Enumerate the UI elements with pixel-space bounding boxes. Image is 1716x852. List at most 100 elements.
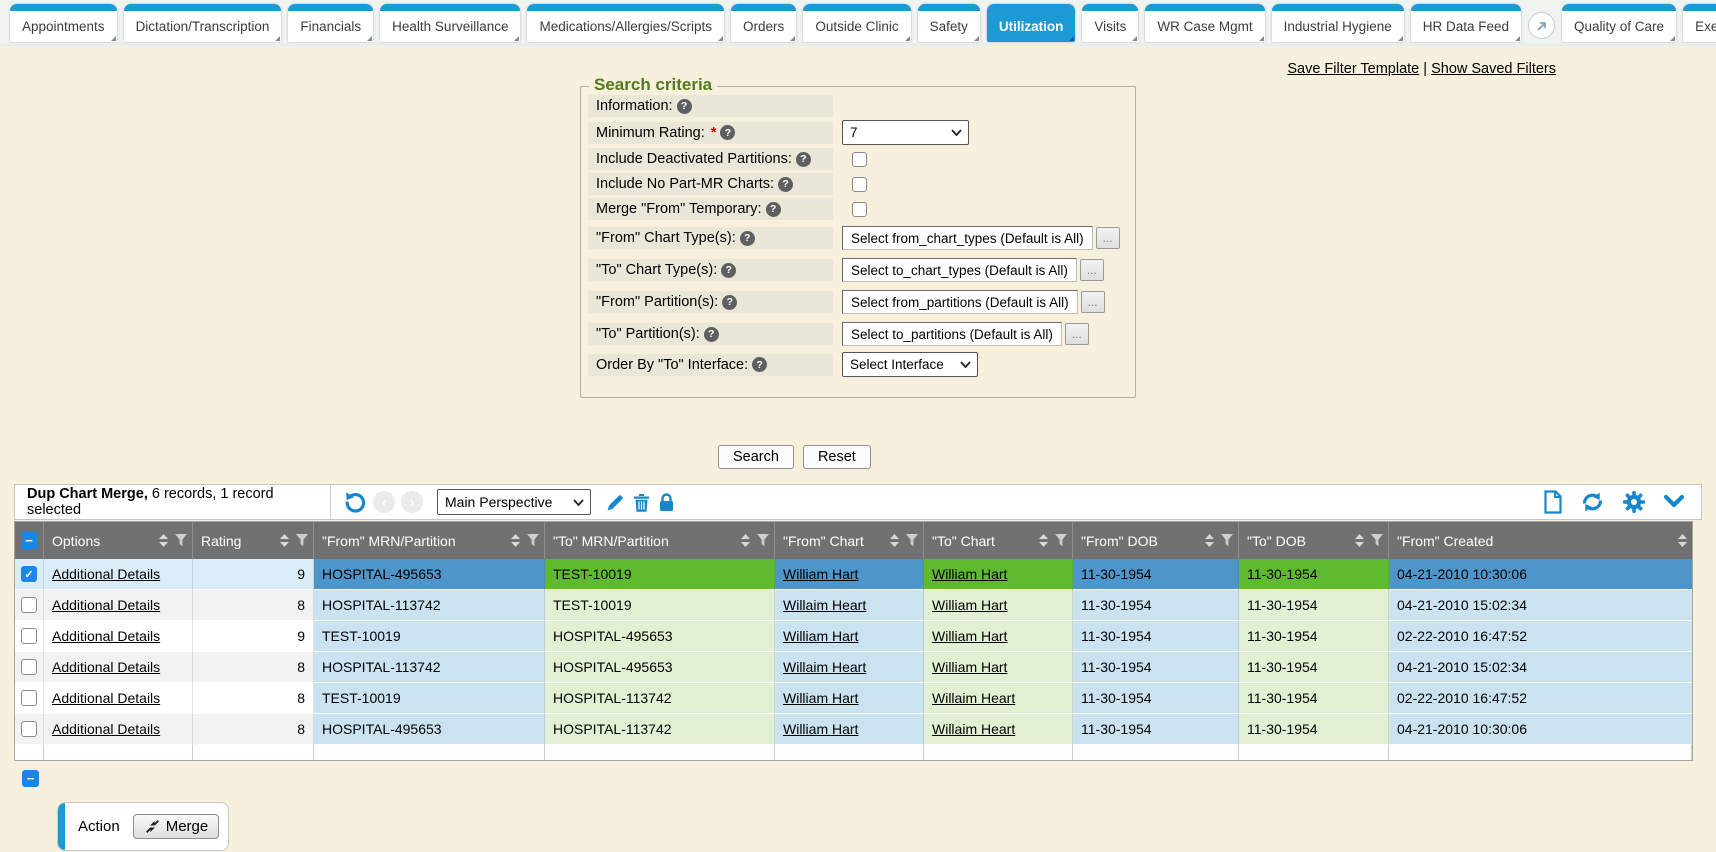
row-checkbox[interactable] — [21, 659, 37, 675]
merge-button[interactable]: Merge — [132, 814, 220, 839]
help-icon[interactable] — [721, 262, 737, 278]
from-chart-link[interactable]: William Hart — [783, 628, 859, 644]
tab-wr-case-mgmt[interactable]: WR Case Mgmt — [1145, 4, 1265, 42]
help-icon[interactable] — [778, 176, 794, 192]
row-checkbox[interactable] — [21, 628, 37, 644]
filter-icon[interactable] — [905, 534, 919, 547]
undo-icon[interactable] — [343, 490, 367, 514]
filter-icon[interactable] — [1220, 534, 1234, 547]
select-all-checkbox[interactable] — [20, 532, 38, 549]
from-chart-link[interactable]: William Hart — [783, 721, 859, 737]
collapse-actions-toggle[interactable] — [22, 770, 39, 787]
sort-icon[interactable] — [1038, 533, 1049, 548]
filter-icon[interactable] — [756, 534, 770, 547]
sort-icon[interactable] — [279, 533, 290, 548]
sort-icon[interactable] — [1204, 533, 1215, 548]
from-partitions-browse-button[interactable]: ... — [1080, 291, 1105, 313]
column-header-rating[interactable]: Rating — [201, 532, 242, 549]
perspective-select[interactable]: Main Perspective — [437, 489, 591, 515]
show-saved-filters-link[interactable]: Show Saved Filters — [1431, 61, 1556, 77]
next-page-button[interactable]: › — [401, 491, 423, 513]
order-by-interface-select[interactable]: Select Interface — [842, 352, 978, 377]
row-checkbox[interactable] — [21, 597, 37, 613]
delete-trash-icon[interactable] — [632, 492, 651, 513]
sort-icon[interactable] — [889, 533, 900, 548]
save-filter-template-link[interactable]: Save Filter Template — [1287, 61, 1420, 77]
additional-details-link[interactable]: Additional Details — [52, 628, 161, 644]
tab-medications-allergies-scripts[interactable]: Medications/Allergies/Scripts — [527, 4, 725, 42]
to-chart-link[interactable]: William Hart — [932, 659, 1008, 675]
collapse-chevron-down-icon[interactable] — [1663, 494, 1685, 510]
column-header-from-dob[interactable]: "From" DOB — [1081, 532, 1158, 549]
filter-icon[interactable] — [1370, 534, 1384, 547]
tab-orders[interactable]: Orders — [731, 4, 797, 42]
filter-icon[interactable] — [526, 534, 540, 547]
table-row[interactable]: Additional Details 8 TEST-10019 HOSPITAL… — [15, 683, 1692, 714]
filter-icon[interactable] — [1054, 534, 1068, 547]
from-chart-link[interactable]: Willaim Heart — [783, 597, 867, 613]
tab-quality-of-care[interactable]: Quality of Care — [1562, 4, 1677, 42]
new-document-icon[interactable] — [1543, 490, 1563, 514]
from-chart-link[interactable]: William Hart — [783, 690, 859, 706]
row-checkbox[interactable] — [21, 690, 37, 706]
row-checkbox[interactable] — [21, 721, 37, 737]
help-icon[interactable] — [676, 98, 692, 114]
row-checkbox[interactable] — [21, 566, 37, 582]
tab-industrial-hygiene[interactable]: Industrial Hygiene — [1271, 4, 1404, 42]
to-chart-link[interactable]: William Hart — [932, 597, 1008, 613]
column-header-to-chart[interactable]: "To" Chart — [932, 532, 995, 549]
tab-appointments[interactable]: Appointments — [10, 4, 117, 42]
from-chart-types-browse-button[interactable]: ... — [1095, 227, 1120, 249]
search-button[interactable]: Search — [718, 445, 794, 469]
filter-icon[interactable] — [174, 534, 188, 547]
to-chart-link[interactable]: Willaim Heart — [932, 690, 1016, 706]
additional-details-link[interactable]: Additional Details — [52, 597, 161, 613]
help-icon[interactable] — [739, 230, 755, 246]
additional-details-link[interactable]: Additional Details — [52, 690, 161, 706]
include-no-partmr-checkbox[interactable] — [852, 176, 867, 192]
table-row[interactable]: Additional Details 9 TEST-10019 HOSPITAL… — [15, 621, 1692, 652]
additional-details-link[interactable]: Additional Details — [52, 566, 161, 582]
sort-icon[interactable] — [158, 533, 169, 548]
tab-utilization[interactable]: Utilization — [986, 4, 1076, 42]
minimum-rating-select[interactable]: 7 — [842, 120, 969, 145]
column-header-to-mrn[interactable]: "To" MRN/Partition — [553, 532, 669, 549]
from-chart-types-picker[interactable]: Select from_chart_types (Default is All) — [842, 226, 1093, 250]
tab-hr-data-feed[interactable]: HR Data Feed — [1410, 4, 1522, 42]
from-chart-link[interactable]: William Hart — [783, 566, 859, 582]
merge-from-temporary-checkbox[interactable] — [852, 201, 867, 217]
external-link-circle-button[interactable] — [1528, 12, 1556, 39]
edit-pencil-icon[interactable] — [605, 492, 626, 513]
column-header-from-mrn[interactable]: "From" MRN/Partition — [322, 532, 456, 549]
lock-icon[interactable] — [657, 492, 676, 513]
to-chart-types-browse-button[interactable]: ... — [1079, 259, 1104, 281]
tab-executive[interactable]: Execu — [1683, 4, 1716, 42]
help-icon[interactable] — [752, 357, 768, 372]
table-row[interactable]: Additional Details 8 HOSPITAL-495653 HOS… — [15, 714, 1692, 745]
column-header-options[interactable]: Options — [52, 532, 101, 549]
tab-visits[interactable]: Visits — [1082, 4, 1139, 42]
help-icon[interactable] — [765, 201, 781, 217]
table-row[interactable]: Additional Details 8 HOSPITAL-113742 TES… — [15, 590, 1692, 621]
refresh-icon[interactable] — [1580, 490, 1605, 514]
help-icon[interactable] — [722, 294, 738, 310]
to-chart-link[interactable]: William Hart — [932, 628, 1008, 644]
sort-icon[interactable] — [740, 533, 751, 548]
sort-icon[interactable] — [510, 533, 521, 548]
to-chart-types-picker[interactable]: Select to_chart_types (Default is All) — [842, 258, 1077, 282]
sort-icon[interactable] — [1354, 533, 1365, 548]
settings-gear-icon[interactable] — [1622, 490, 1646, 514]
tab-safety[interactable]: Safety — [917, 4, 980, 42]
to-chart-link[interactable]: William Hart — [932, 566, 1008, 582]
additional-details-link[interactable]: Additional Details — [52, 659, 161, 675]
include-deactivated-checkbox[interactable] — [852, 151, 867, 167]
tab-outside-clinic[interactable]: Outside Clinic — [803, 4, 911, 42]
tab-health-surveillance[interactable]: Health Surveillance — [380, 4, 521, 42]
help-icon[interactable] — [720, 125, 736, 140]
to-partitions-picker[interactable]: Select to_partitions (Default is All) — [842, 322, 1062, 346]
from-partitions-picker[interactable]: Select from_partitions (Default is All) — [842, 290, 1078, 314]
reset-button[interactable]: Reset — [802, 445, 871, 469]
from-chart-link[interactable]: Willaim Heart — [783, 659, 867, 675]
to-chart-link[interactable]: Willaim Heart — [932, 721, 1016, 737]
filter-icon[interactable] — [295, 534, 309, 547]
